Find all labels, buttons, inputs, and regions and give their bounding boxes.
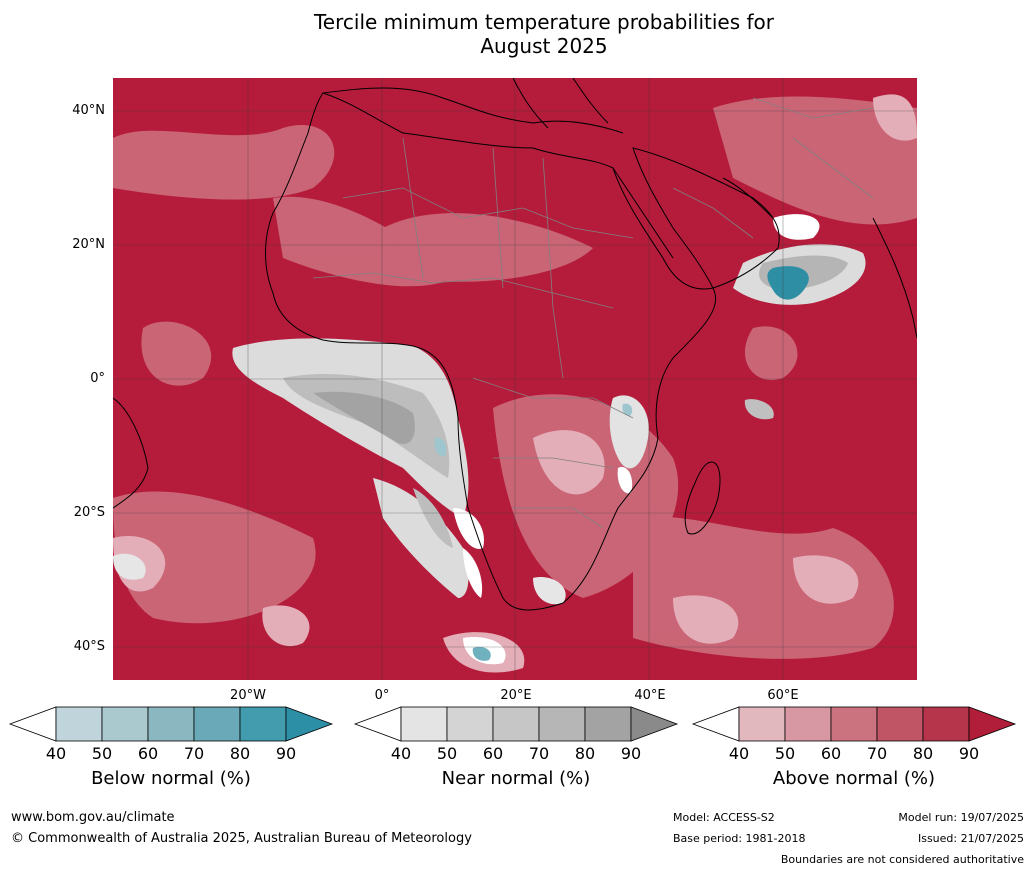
colorbar-tick-label: 90 [620, 744, 642, 763]
colorbar-segment [193, 706, 241, 742]
colorbar-tick-label: 50 [436, 744, 458, 763]
colorbar-tick-label: 50 [91, 744, 113, 763]
colorbar-segment [922, 706, 970, 742]
title-line-1: Tercile minimum temperature probabilitie… [313, 10, 775, 34]
coastlines [113, 78, 917, 611]
footer-model-run: Model run: 19/07/2025 [898, 811, 1024, 824]
country-borders [312, 97, 874, 529]
colorbar-tick-label: 70 [866, 744, 888, 763]
colorbar-near-normal-graphic [353, 706, 679, 742]
colorbar-tick-label: 40 [45, 744, 67, 763]
colorbar-above-normal [691, 706, 1017, 742]
footer-url: www.bom.gov.au/climate [11, 810, 175, 825]
footer-model: Model: ACCESS-S2 [673, 811, 775, 824]
lon-label-0: 0° [374, 688, 390, 703]
colorbar-title-near-normal: Near normal (%) [441, 768, 591, 789]
colorbar-below-normal-graphic [8, 706, 334, 742]
colorbar-tick-label: 40 [728, 744, 750, 763]
colorbar-low-triangle [691, 706, 740, 742]
colorbar-segment [738, 706, 786, 742]
colorbar-tick-label: 90 [958, 744, 980, 763]
colorbar-tick-label: 70 [528, 744, 550, 763]
colorbar-low-triangle [8, 706, 57, 742]
lat-label-20s: 20°S [73, 505, 105, 520]
colorbar-tick-label: 40 [390, 744, 412, 763]
colorbar-tick-label: 70 [183, 744, 205, 763]
colorbar-high-triangle [968, 706, 1017, 742]
colorbar-tick-label: 60 [482, 744, 504, 763]
colorbar-tick-label: 80 [912, 744, 934, 763]
lon-label-40e: 40°E [634, 688, 666, 703]
lat-label-40s: 40°S [73, 639, 105, 654]
title-line-2: August 2025 [480, 34, 608, 58]
colorbar-below-normal [8, 706, 334, 742]
colorbar-tick-label: 80 [574, 744, 596, 763]
colorbar-near-normal [353, 706, 679, 742]
colorbar-low-triangle [353, 706, 402, 742]
colorbar-segment [876, 706, 924, 742]
map-title: Tercile minimum temperature probabilitie… [0, 10, 1035, 58]
colorbar-tick-label: 80 [229, 744, 251, 763]
below-normal-regions [434, 266, 809, 661]
colorbar-tick-label: 50 [774, 744, 796, 763]
colorbar-segment [147, 706, 195, 742]
near-normal-regions [113, 214, 866, 665]
footer-issued: Issued: 21/07/2025 [917, 832, 1024, 845]
probability-map [113, 78, 917, 680]
colorbar-segment [446, 706, 494, 742]
colorbar-segment [830, 706, 878, 742]
map-canvas [113, 78, 917, 680]
colorbar-tick-label: 60 [820, 744, 842, 763]
footer-copyright: © Commonwealth of Australia 2025, Austra… [11, 831, 472, 846]
colorbar-segment [101, 706, 149, 742]
colorbar-segment [584, 706, 632, 742]
colorbar-segment [784, 706, 832, 742]
colorbar-segment [400, 706, 448, 742]
footer-disclaimer: Boundaries are not considered authoritat… [780, 853, 1024, 866]
lon-label-60e: 60°E [767, 688, 799, 703]
lon-label-20w: 20°W [230, 688, 266, 703]
colorbar-segment [239, 706, 287, 742]
colorbar-tick-label: 90 [275, 744, 297, 763]
lon-label-20e: 20°E [500, 688, 532, 703]
colorbar-title-above-normal: Above normal (%) [772, 768, 936, 789]
colorbar-high-triangle [630, 706, 679, 742]
colorbar-high-triangle [285, 706, 334, 742]
lat-label-0: 0° [90, 371, 105, 386]
lat-label-40n: 40°N [72, 103, 105, 118]
colorbar-segment [492, 706, 540, 742]
colorbar-title-below-normal: Below normal (%) [91, 768, 251, 789]
colorbar-tick-label: 60 [137, 744, 159, 763]
above-normal-pale-regions [113, 94, 917, 673]
colorbar-above-normal-graphic [691, 706, 1017, 742]
footer-base-period: Base period: 1981-2018 [673, 832, 806, 845]
colorbar-segment [538, 706, 586, 742]
colorbar-segment [55, 706, 103, 742]
lat-label-20n: 20°N [72, 237, 105, 252]
graticule [113, 78, 917, 680]
